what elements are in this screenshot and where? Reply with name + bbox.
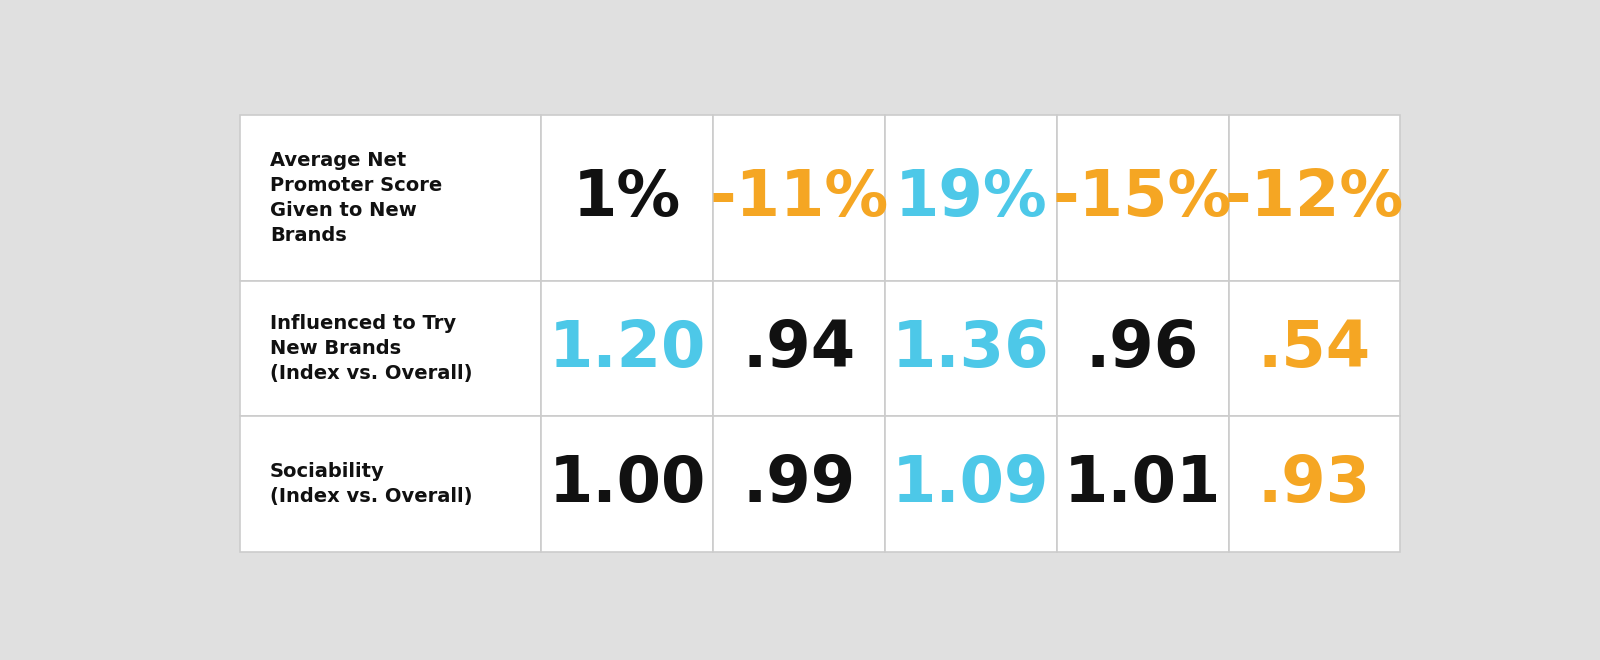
Text: .94: .94 (742, 317, 856, 379)
FancyBboxPatch shape (714, 281, 885, 416)
FancyBboxPatch shape (1229, 115, 1400, 281)
FancyBboxPatch shape (885, 416, 1056, 552)
Text: Sociability
(Index vs. Overall): Sociability (Index vs. Overall) (270, 462, 472, 506)
FancyBboxPatch shape (541, 416, 714, 552)
Text: -12%: -12% (1226, 167, 1405, 229)
FancyBboxPatch shape (240, 416, 541, 552)
FancyBboxPatch shape (1229, 416, 1400, 552)
Text: .93: .93 (1258, 453, 1371, 515)
FancyBboxPatch shape (714, 115, 885, 281)
FancyBboxPatch shape (1056, 281, 1229, 416)
Text: .99: .99 (742, 453, 856, 515)
FancyBboxPatch shape (714, 416, 885, 552)
FancyBboxPatch shape (541, 281, 714, 416)
Text: 1.09: 1.09 (893, 453, 1050, 515)
FancyBboxPatch shape (885, 115, 1056, 281)
Text: 1.01: 1.01 (1064, 453, 1221, 515)
Text: -11%: -11% (709, 167, 888, 229)
Text: 1.20: 1.20 (549, 317, 706, 379)
Text: Average Net
Promoter Score
Given to New
Brands: Average Net Promoter Score Given to New … (270, 151, 442, 245)
FancyBboxPatch shape (1056, 416, 1229, 552)
FancyBboxPatch shape (240, 115, 541, 281)
FancyBboxPatch shape (1229, 281, 1400, 416)
FancyBboxPatch shape (1056, 115, 1229, 281)
Text: -15%: -15% (1053, 167, 1232, 229)
Text: 1%: 1% (573, 167, 682, 229)
FancyBboxPatch shape (541, 115, 714, 281)
Text: .96: .96 (1086, 317, 1200, 379)
Text: 19%: 19% (894, 167, 1048, 229)
FancyBboxPatch shape (885, 281, 1056, 416)
Text: .54: .54 (1258, 317, 1371, 379)
Text: Influenced to Try
New Brands
(Index vs. Overall): Influenced to Try New Brands (Index vs. … (270, 314, 472, 383)
Text: 1.00: 1.00 (549, 453, 706, 515)
Text: 1.36: 1.36 (893, 317, 1050, 379)
FancyBboxPatch shape (240, 281, 541, 416)
